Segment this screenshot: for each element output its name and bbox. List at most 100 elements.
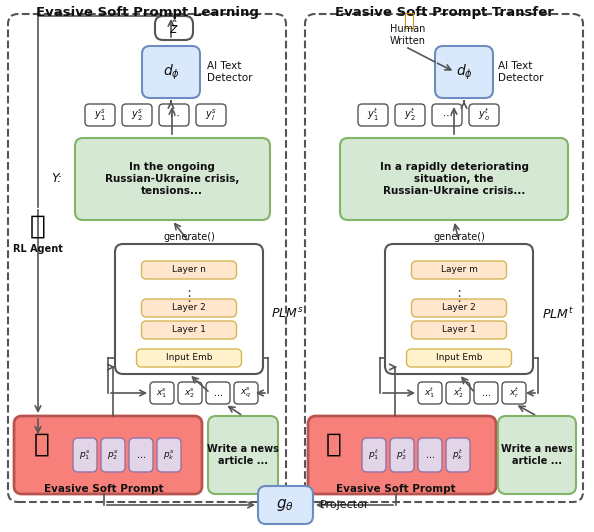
Text: Evasive Soft Prompt: Evasive Soft Prompt	[44, 484, 164, 494]
Text: ⋮: ⋮	[181, 288, 197, 303]
FancyBboxPatch shape	[122, 104, 152, 126]
Text: $PLM^t$: $PLM^t$	[542, 306, 574, 322]
Text: $x_1^t$: $x_1^t$	[425, 386, 435, 401]
FancyBboxPatch shape	[159, 104, 189, 126]
FancyBboxPatch shape	[196, 104, 226, 126]
FancyBboxPatch shape	[432, 104, 462, 126]
FancyBboxPatch shape	[385, 244, 533, 374]
FancyBboxPatch shape	[101, 438, 125, 472]
Text: Layer n: Layer n	[172, 265, 206, 275]
Text: $y_l^s$: $y_l^s$	[205, 107, 217, 123]
FancyBboxPatch shape	[129, 438, 153, 472]
FancyBboxPatch shape	[498, 416, 576, 494]
Text: Evasive Soft Prompt: Evasive Soft Prompt	[336, 484, 456, 494]
FancyBboxPatch shape	[85, 104, 115, 126]
FancyBboxPatch shape	[73, 438, 97, 472]
Text: Evasive Soft Prompt Transfer: Evasive Soft Prompt Transfer	[334, 6, 554, 19]
FancyBboxPatch shape	[141, 261, 236, 279]
Text: Layer 1: Layer 1	[442, 326, 476, 335]
Text: In the ongoing
Russian-Ukraine crisis,
tensions...: In the ongoing Russian-Ukraine crisis, t…	[105, 162, 239, 196]
FancyBboxPatch shape	[362, 438, 386, 472]
Text: Layer 2: Layer 2	[442, 303, 476, 312]
FancyBboxPatch shape	[502, 382, 526, 404]
FancyBboxPatch shape	[157, 438, 181, 472]
FancyBboxPatch shape	[412, 321, 507, 339]
Text: $y_2^t$: $y_2^t$	[404, 106, 416, 123]
Text: Layer 2: Layer 2	[172, 303, 206, 312]
Text: Layer 1: Layer 1	[172, 326, 206, 335]
Text: generate(): generate()	[163, 232, 215, 242]
FancyBboxPatch shape	[474, 382, 498, 404]
Text: In a rapidly deteriorating
situation, the
Russian-Ukraine crisis...: In a rapidly deteriorating situation, th…	[380, 162, 529, 196]
Text: Input Emb: Input Emb	[166, 353, 212, 362]
Text: $\cdots$: $\cdots$	[481, 388, 491, 397]
FancyBboxPatch shape	[141, 321, 236, 339]
FancyBboxPatch shape	[412, 261, 507, 279]
FancyBboxPatch shape	[208, 416, 278, 494]
Text: $\hat{z}$: $\hat{z}$	[169, 19, 179, 37]
Text: $p_1^t$: $p_1^t$	[368, 447, 380, 462]
Text: $d_\phi$: $d_\phi$	[163, 62, 179, 81]
FancyBboxPatch shape	[258, 486, 313, 524]
Text: $PLM^s$: $PLM^s$	[271, 307, 304, 321]
FancyBboxPatch shape	[390, 438, 414, 472]
Text: AI Text
Detector: AI Text Detector	[498, 61, 544, 83]
Text: $y_1^s$: $y_1^s$	[94, 107, 106, 123]
Text: generate(): generate()	[433, 232, 485, 242]
Text: 🕵: 🕵	[34, 432, 50, 458]
Text: $d_\phi$: $d_\phi$	[456, 62, 472, 81]
Text: $p_k^s$: $p_k^s$	[163, 448, 175, 462]
Text: $\cdots$: $\cdots$	[136, 451, 146, 460]
Text: $p_1^s$: $p_1^s$	[80, 448, 91, 462]
FancyBboxPatch shape	[308, 416, 496, 494]
Text: $\cdots$: $\cdots$	[213, 388, 223, 397]
Text: AI Text
Detector: AI Text Detector	[207, 61, 252, 83]
Text: $g_\theta$: $g_\theta$	[276, 497, 294, 513]
FancyBboxPatch shape	[75, 138, 270, 220]
FancyBboxPatch shape	[446, 382, 470, 404]
FancyBboxPatch shape	[14, 416, 202, 494]
Text: $x_q^s$: $x_q^s$	[241, 386, 252, 400]
FancyBboxPatch shape	[115, 244, 263, 374]
Text: $p_2^s$: $p_2^s$	[108, 448, 119, 462]
FancyBboxPatch shape	[412, 299, 507, 317]
Text: $p_k^t$: $p_k^t$	[452, 447, 464, 462]
Text: $y_1^t$: $y_1^t$	[367, 106, 379, 123]
FancyBboxPatch shape	[178, 382, 202, 404]
FancyBboxPatch shape	[155, 16, 193, 40]
Text: $x_2^s$: $x_2^s$	[184, 386, 195, 400]
FancyBboxPatch shape	[137, 349, 242, 367]
FancyBboxPatch shape	[150, 382, 174, 404]
Text: Evasive Soft Prompt Learning: Evasive Soft Prompt Learning	[36, 6, 258, 19]
Text: $y_2^s$: $y_2^s$	[131, 107, 143, 123]
Text: 🧑: 🧑	[403, 12, 413, 30]
Text: Write a news
article ...: Write a news article ...	[207, 444, 279, 466]
Text: Layer m: Layer m	[441, 265, 478, 275]
Text: Write a news
article ...: Write a news article ...	[501, 444, 573, 466]
FancyBboxPatch shape	[435, 46, 493, 98]
Text: $p_2^t$: $p_2^t$	[396, 447, 407, 462]
FancyBboxPatch shape	[234, 382, 258, 404]
Text: $x_r^t$: $x_r^t$	[508, 386, 519, 401]
FancyBboxPatch shape	[206, 382, 230, 404]
FancyBboxPatch shape	[418, 438, 442, 472]
FancyBboxPatch shape	[469, 104, 499, 126]
Text: $y_o^t$: $y_o^t$	[478, 106, 490, 123]
Text: 🕵: 🕵	[326, 432, 342, 458]
Text: $x_1^s$: $x_1^s$	[156, 386, 168, 400]
FancyBboxPatch shape	[446, 438, 470, 472]
Text: $\cdots$: $\cdots$	[169, 110, 179, 120]
FancyBboxPatch shape	[418, 382, 442, 404]
FancyBboxPatch shape	[395, 104, 425, 126]
Text: RL Agent: RL Agent	[13, 244, 63, 254]
Text: $\cdots$: $\cdots$	[442, 110, 452, 120]
Text: 🤖: 🤖	[30, 214, 46, 240]
FancyBboxPatch shape	[340, 138, 568, 220]
Text: Human
Written: Human Written	[390, 24, 426, 46]
Text: Input Emb: Input Emb	[436, 353, 482, 362]
Text: Y:: Y:	[51, 172, 62, 186]
FancyBboxPatch shape	[141, 299, 236, 317]
FancyBboxPatch shape	[142, 46, 200, 98]
Text: ⋮: ⋮	[451, 288, 467, 303]
Text: $\cdots$: $\cdots$	[425, 451, 435, 460]
